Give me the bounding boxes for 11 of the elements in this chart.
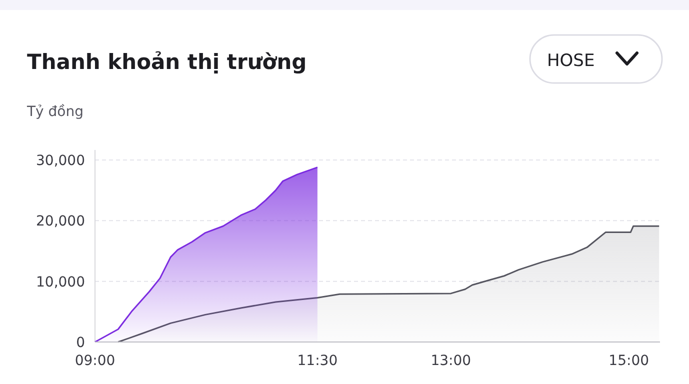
y-tick-label: 0 [76, 335, 85, 351]
x-tick-label: 11:30 [297, 353, 338, 369]
x-tick-label: 09:00 [74, 353, 116, 369]
x-tick-label: 15:00 [608, 353, 650, 369]
dropdown: HOSE [529, 34, 663, 84]
chart-title: Thanh khoản thị trường [27, 50, 307, 74]
y-tick-label: 20,000 [36, 214, 85, 230]
y-axis-title: Tỷ đồng [26, 104, 84, 120]
x-tick-label: 13:00 [430, 353, 472, 369]
y-tick-label: 30,000 [36, 153, 85, 169]
y-tick-label: 10,000 [36, 274, 85, 290]
